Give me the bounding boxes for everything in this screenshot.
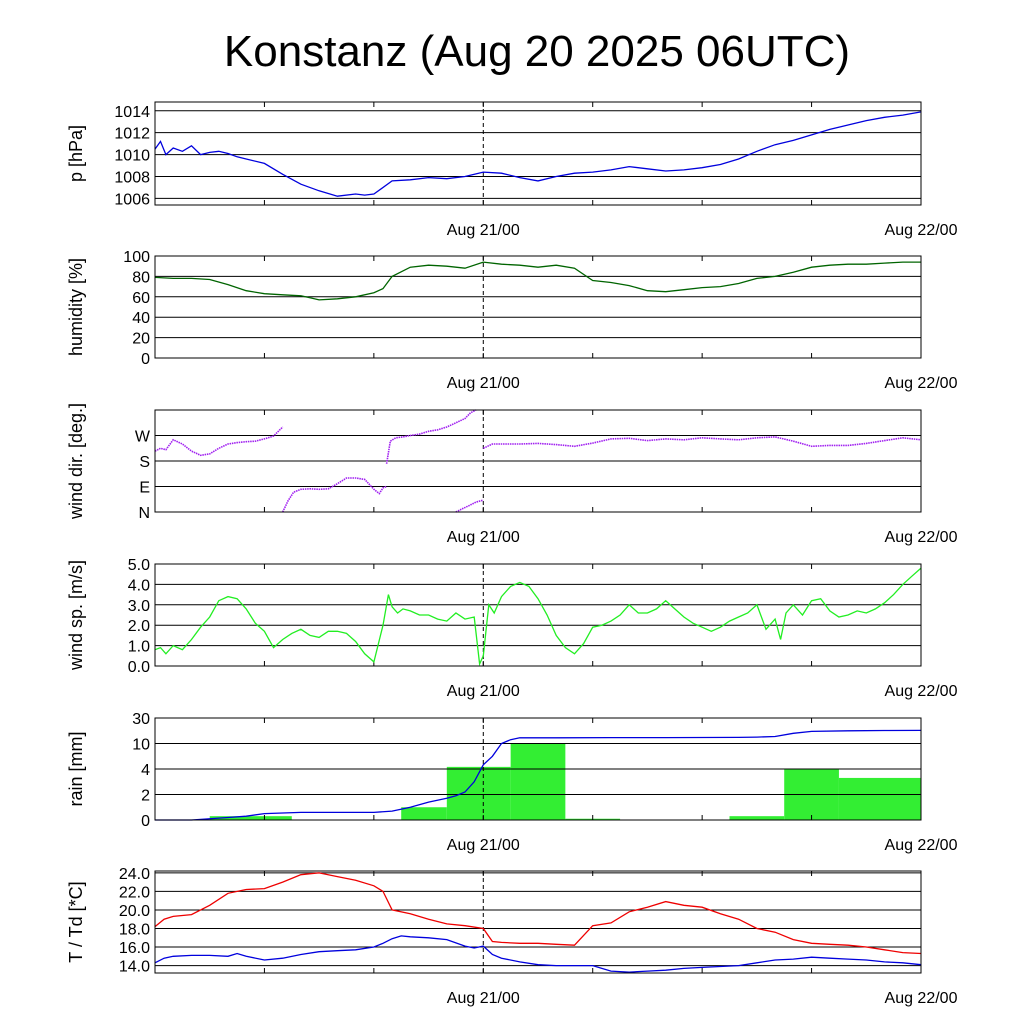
temperature-xtick-label-1: Aug 22/00 bbox=[885, 990, 958, 1007]
wind_speed-ylabel: wind sp. [m/s] bbox=[66, 560, 86, 671]
temperature-series-0 bbox=[154, 872, 922, 955]
wind_direction-ylabel: wind dir. [deg.] bbox=[66, 403, 86, 520]
pressure-ytick-label-3: 1012 bbox=[114, 126, 150, 143]
wind_speed-frame bbox=[154, 563, 922, 667]
humidity-ytick-label-3: 60 bbox=[132, 290, 150, 307]
temperature-panel: 14.0 16.0 18.020.0 22.024.0 Aug 21/00 Aug 22/… bbox=[66, 866, 958, 1007]
wind_speed-series-0 bbox=[154, 567, 922, 667]
rain-xtick-label-0: Aug 21/00 bbox=[447, 837, 520, 854]
rain-bar-7 bbox=[838, 777, 921, 820]
wind_direction-series-4 bbox=[482, 436, 922, 450]
rain-ytick-label-4: 30 bbox=[132, 711, 150, 728]
pressure-ytick-label-0: 1006 bbox=[114, 191, 150, 208]
temperature-ytick-label-4: 22.0 bbox=[119, 884, 150, 901]
humidity-xtick-label-0: Aug 21/00 bbox=[447, 375, 520, 392]
wind_speed-xtick-label-0: Aug 21/00 bbox=[447, 683, 520, 700]
pressure-frame bbox=[154, 101, 922, 206]
wind_speed-ytick-label-3: 3.0 bbox=[128, 598, 150, 615]
humidity-ytick-label-4: 80 bbox=[132, 269, 150, 286]
pressure-panel: 1006 1008 1010 1012 1014 Aug 21/00 Aug 22/00 p … bbox=[66, 101, 958, 239]
temperature-ytick-label-1: 16.0 bbox=[119, 940, 150, 957]
pressure-series-0 bbox=[154, 111, 922, 197]
humidity-ytick-label-5: 100 bbox=[123, 249, 150, 266]
wind_speed-ytick-label-2: 2.0 bbox=[128, 618, 150, 635]
temperature-frame bbox=[154, 870, 922, 974]
rain-xtick-label-1: Aug 22/00 bbox=[885, 837, 958, 854]
rain-bar-2 bbox=[446, 766, 511, 820]
humidity-frame bbox=[154, 255, 922, 359]
wind_direction-ytick-label-0: N bbox=[138, 505, 150, 522]
temperature-series-1 bbox=[154, 935, 922, 973]
rain-ytick-label-3: 10 bbox=[132, 737, 150, 754]
pressure-xtick-label-0: Aug 21/00 bbox=[447, 222, 520, 239]
temperature-ytick-label-0: 14.0 bbox=[119, 959, 150, 976]
rain-panel: 0 2 4 10 30 Aug 21/00 Aug 22/00 rain [mm] bbox=[66, 711, 958, 854]
rain-bar-1 bbox=[401, 807, 447, 820]
rain-ytick-label-2: 4 bbox=[141, 762, 150, 779]
rain-cumulative-line bbox=[155, 729, 922, 821]
rain-ytick-label-1: 2 bbox=[141, 788, 150, 805]
rain-frame bbox=[154, 717, 922, 821]
wind_direction-series-0 bbox=[154, 426, 284, 457]
humidity-ytick-label-1: 20 bbox=[132, 331, 150, 348]
wind_direction-ytick-label-1: E bbox=[139, 480, 150, 497]
wind_speed-ytick-label-0: 0.0 bbox=[128, 659, 150, 676]
humidity-ytick-label-0: 0 bbox=[141, 351, 150, 368]
wind_direction-series-3 bbox=[455, 499, 484, 513]
pressure-ylabel: p [hPa] bbox=[66, 125, 86, 182]
rain-ytick-label-0: 0 bbox=[141, 813, 150, 830]
rain-ylabel: rain [mm] bbox=[66, 731, 86, 806]
pressure-xtick-label-1: Aug 22/00 bbox=[885, 222, 958, 239]
humidity-xtick-label-1: Aug 22/00 bbox=[885, 375, 958, 392]
temperature-xtick-label-0: Aug 21/00 bbox=[447, 990, 520, 1007]
rain-bar-3 bbox=[510, 743, 566, 820]
wind_speed-ytick-label-1: 1.0 bbox=[128, 639, 150, 656]
chart-title: Konstanz (Aug 20 2025 06UTC) bbox=[224, 27, 850, 76]
pressure-ytick-label-2: 1010 bbox=[114, 148, 150, 165]
wind_direction-frame bbox=[154, 409, 922, 513]
humidity-panel: 0 20 40 60 80 100 Aug 21/00 Aug 22/00 humidity [… bbox=[66, 249, 958, 392]
wind_direction-ytick-label-3: W bbox=[135, 429, 151, 446]
wind_speed-ytick-label-5: 5.0 bbox=[128, 557, 150, 574]
wind_speed-panel: 0.0 1.0 2.0 3.0 4.0 5.0 Aug 21/00 Aug 22/00 wind… bbox=[66, 557, 958, 700]
humidity-series-0 bbox=[154, 261, 921, 301]
temperature-ytick-label-5: 24.0 bbox=[119, 866, 150, 883]
wind_direction-xtick-label-0: Aug 21/00 bbox=[447, 529, 520, 546]
temperature-ytick-label-2: 18.0 bbox=[119, 921, 150, 938]
pressure-ytick-label-4: 1014 bbox=[114, 104, 150, 121]
rain-bar-5 bbox=[729, 816, 785, 820]
wind_direction-xtick-label-1: Aug 22/00 bbox=[885, 529, 958, 546]
wind_direction-ytick-label-2: S bbox=[139, 454, 150, 471]
rain-bar-0 bbox=[209, 816, 292, 820]
wind_direction-series-2 bbox=[385, 409, 477, 464]
temperature-ytick-label-3: 20.0 bbox=[119, 903, 150, 920]
pressure-ytick-label-1: 1008 bbox=[114, 170, 150, 187]
wind_speed-xtick-label-1: Aug 22/00 bbox=[885, 683, 958, 700]
wind_speed-ytick-label-4: 4.0 bbox=[128, 577, 150, 594]
humidity-ylabel: humidity [%] bbox=[66, 258, 86, 356]
temperature-ylabel: T / Td [*C] bbox=[66, 881, 86, 962]
wind_direction-series-1 bbox=[281, 477, 387, 513]
humidity-ytick-label-2: 40 bbox=[132, 310, 150, 327]
